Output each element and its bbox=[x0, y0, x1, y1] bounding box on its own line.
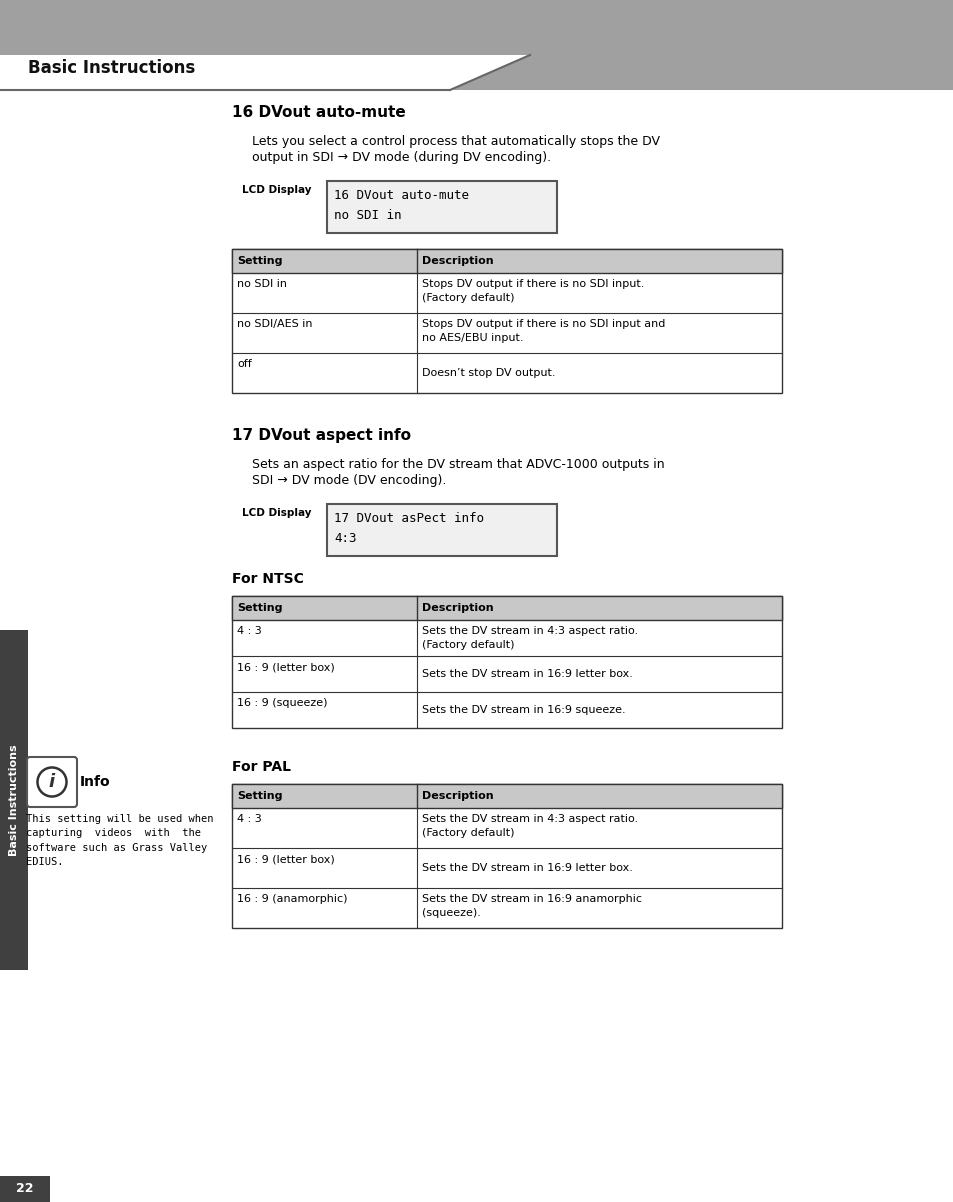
Text: Basic Instructions: Basic Instructions bbox=[28, 59, 195, 77]
Text: Basic Instructions: Basic Instructions bbox=[9, 744, 19, 856]
Text: off: off bbox=[236, 359, 252, 369]
Text: no SDI in: no SDI in bbox=[334, 209, 401, 222]
Text: Sets the DV stream in 16:9 squeeze.: Sets the DV stream in 16:9 squeeze. bbox=[421, 706, 625, 715]
Text: For PAL: For PAL bbox=[232, 760, 291, 774]
Text: (Factory default): (Factory default) bbox=[421, 828, 514, 838]
Text: 4 : 3: 4 : 3 bbox=[236, 626, 261, 636]
Text: Description: Description bbox=[421, 256, 493, 266]
Text: 4:3: 4:3 bbox=[334, 532, 356, 545]
Bar bbox=[232, 784, 781, 928]
Text: Info: Info bbox=[80, 775, 111, 789]
Text: Doesn’t stop DV output.: Doesn’t stop DV output. bbox=[421, 368, 555, 377]
Bar bbox=[232, 596, 781, 620]
Bar bbox=[232, 249, 781, 393]
Text: SDI → DV mode (DV encoding).: SDI → DV mode (DV encoding). bbox=[252, 474, 446, 487]
Bar bbox=[0, 1176, 50, 1202]
Text: Lets you select a control process that automatically stops the DV: Lets you select a control process that a… bbox=[252, 135, 659, 148]
Text: (Factory default): (Factory default) bbox=[421, 293, 514, 303]
Text: (Factory default): (Factory default) bbox=[421, 639, 514, 650]
Text: 16 : 9 (letter box): 16 : 9 (letter box) bbox=[236, 662, 335, 672]
Text: LCD Display: LCD Display bbox=[242, 508, 312, 518]
Text: 16 : 9 (letter box): 16 : 9 (letter box) bbox=[236, 853, 335, 864]
Text: Description: Description bbox=[421, 603, 493, 613]
Text: 16 : 9 (anamorphic): 16 : 9 (anamorphic) bbox=[236, 894, 347, 904]
Text: 17 DVout aspect info: 17 DVout aspect info bbox=[232, 428, 411, 444]
Text: 22: 22 bbox=[16, 1183, 33, 1196]
Text: i: i bbox=[49, 773, 55, 791]
Bar bbox=[0, 630, 28, 970]
Text: LCD Display: LCD Display bbox=[242, 185, 312, 195]
Text: 16 DVout auto-mute: 16 DVout auto-mute bbox=[334, 189, 469, 202]
Bar bbox=[327, 182, 557, 233]
Bar bbox=[0, 0, 953, 55]
Text: Sets the DV stream in 4:3 aspect ratio.: Sets the DV stream in 4:3 aspect ratio. bbox=[421, 626, 638, 636]
Bar bbox=[327, 504, 557, 557]
Text: Sets the DV stream in 16:9 letter box.: Sets the DV stream in 16:9 letter box. bbox=[421, 670, 632, 679]
Text: Stops DV output if there is no SDI input.: Stops DV output if there is no SDI input… bbox=[421, 279, 643, 288]
Bar bbox=[232, 784, 781, 808]
Text: no SDI/AES in: no SDI/AES in bbox=[236, 319, 313, 329]
Text: Setting: Setting bbox=[236, 256, 282, 266]
Text: Sets the DV stream in 16:9 anamorphic: Sets the DV stream in 16:9 anamorphic bbox=[421, 894, 641, 904]
Text: For NTSC: For NTSC bbox=[232, 572, 304, 587]
Text: 16 DVout auto-mute: 16 DVout auto-mute bbox=[232, 105, 405, 120]
Text: Sets the DV stream in 16:9 letter box.: Sets the DV stream in 16:9 letter box. bbox=[421, 863, 632, 873]
Text: no AES/EBU input.: no AES/EBU input. bbox=[421, 333, 523, 343]
Text: output in SDI → DV mode (during DV encoding).: output in SDI → DV mode (during DV encod… bbox=[252, 151, 551, 163]
Text: (squeeze).: (squeeze). bbox=[421, 908, 480, 918]
Text: no SDI in: no SDI in bbox=[236, 279, 287, 288]
Text: 17 DVout asPect info: 17 DVout asPect info bbox=[334, 512, 483, 525]
Text: 16 : 9 (squeeze): 16 : 9 (squeeze) bbox=[236, 698, 327, 708]
Text: Setting: Setting bbox=[236, 791, 282, 801]
Text: Stops DV output if there is no SDI input and: Stops DV output if there is no SDI input… bbox=[421, 319, 664, 329]
Polygon shape bbox=[450, 55, 953, 90]
Text: Setting: Setting bbox=[236, 603, 282, 613]
Text: Sets the DV stream in 4:3 aspect ratio.: Sets the DV stream in 4:3 aspect ratio. bbox=[421, 814, 638, 825]
FancyBboxPatch shape bbox=[27, 757, 77, 807]
Text: Sets an aspect ratio for the DV stream that ADVC-1000 outputs in: Sets an aspect ratio for the DV stream t… bbox=[252, 458, 664, 471]
Polygon shape bbox=[0, 55, 530, 90]
Bar bbox=[232, 249, 781, 273]
Text: Description: Description bbox=[421, 791, 493, 801]
Text: 4 : 3: 4 : 3 bbox=[236, 814, 261, 825]
Bar bbox=[232, 596, 781, 728]
Text: This setting will be used when
capturing  videos  with  the
software such as Gra: This setting will be used when capturing… bbox=[26, 814, 213, 867]
